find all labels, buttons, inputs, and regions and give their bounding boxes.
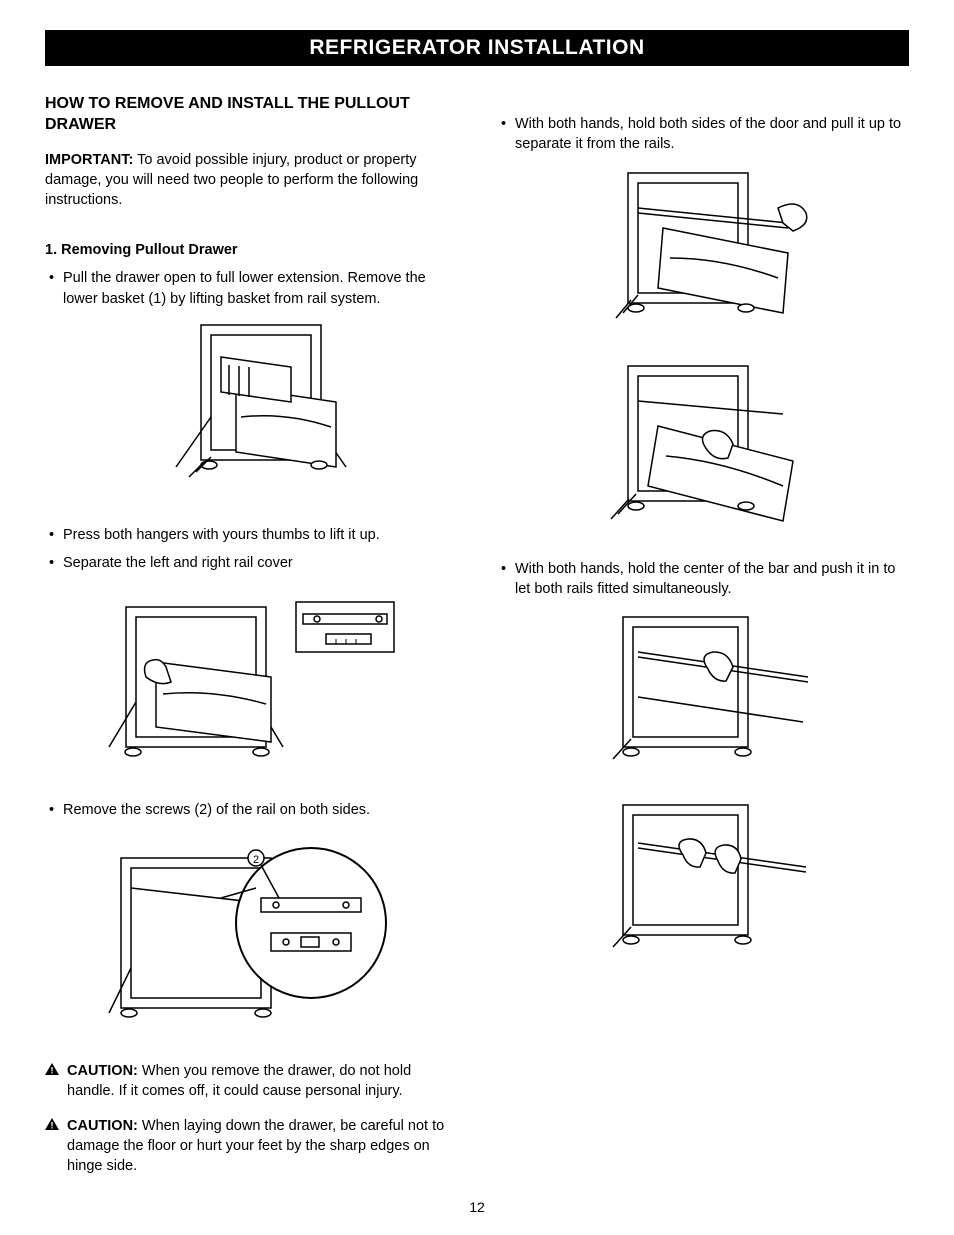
caution-item: ! CAUTION: When you remove the drawer, d… [45, 1061, 457, 1102]
figure-lift-door-2 [497, 356, 909, 541]
list-item: Press both hangers with yours thumbs to … [45, 525, 457, 545]
screws-illustration: 2 [101, 828, 401, 1038]
bullet-text: Remove the screws (2) of the rail on bot… [63, 802, 370, 818]
list-item: With both hands, hold the center of the … [497, 559, 909, 600]
important-label: IMPORTANT: [45, 152, 133, 168]
figure-drawer-open [45, 317, 457, 507]
svg-text:2: 2 [253, 854, 259, 866]
right-column: With both hands, hold both sides of the … [497, 94, 909, 1190]
page-title: REFRIGERATOR INSTALLATION [309, 36, 644, 59]
section-heading: HOW TO REMOVE AND INSTALL THE PULLOUT DR… [45, 94, 457, 136]
step1-bullets-b: Press both hangers with yours thumbs to … [45, 525, 457, 574]
list-item: Pull the drawer open to full lower exten… [45, 268, 457, 309]
step1-bullets-a: Pull the drawer open to full lower exten… [45, 268, 457, 309]
step1-bullets-c: Remove the screws (2) of the rail on bot… [45, 800, 457, 820]
list-item: Separate the left and right rail cover [45, 553, 457, 573]
figure-push-rails-2 [497, 795, 909, 965]
push-rails-illustration-1 [588, 607, 818, 772]
bullet-text: With both hands, hold the center of the … [515, 561, 895, 597]
figure-push-rails-1 [497, 607, 909, 777]
figure-screws: 2 [45, 828, 457, 1043]
caution-label: CAUTION: [67, 1118, 138, 1134]
lift-door-illustration-1 [588, 163, 818, 333]
bullet-text: With both hands, hold both sides of the … [515, 116, 901, 152]
warning-icon: ! [45, 1063, 59, 1075]
bullet-text: Pull the drawer open to full lower exten… [63, 270, 426, 306]
right-bullets-a: With both hands, hold both sides of the … [497, 114, 909, 155]
rail-cover-illustration [101, 582, 401, 777]
list-item: Remove the screws (2) of the rail on bot… [45, 800, 457, 820]
warning-icon: ! [45, 1118, 59, 1130]
step1-title: 1. Removing Pullout Drawer [45, 242, 457, 258]
caution-list: ! CAUTION: When you remove the drawer, d… [45, 1061, 457, 1176]
content-columns: HOW TO REMOVE AND INSTALL THE PULLOUT DR… [45, 94, 909, 1190]
bullet-text: Press both hangers with yours thumbs to … [63, 527, 380, 543]
bullet-text: Separate the left and right rail cover [63, 555, 293, 571]
page-title-bar: REFRIGERATOR INSTALLATION [45, 30, 909, 66]
push-rails-illustration-2 [588, 795, 818, 960]
right-bullets-b: With both hands, hold the center of the … [497, 559, 909, 600]
important-note: IMPORTANT: To avoid possible injury, pro… [45, 150, 457, 211]
page-number: 12 [0, 1199, 954, 1215]
left-column: HOW TO REMOVE AND INSTALL THE PULLOUT DR… [45, 94, 457, 1190]
lift-door-illustration-2 [588, 356, 818, 536]
drawer-open-illustration [141, 317, 361, 502]
list-item: With both hands, hold both sides of the … [497, 114, 909, 155]
caution-item: ! CAUTION: When laying down the drawer, … [45, 1116, 457, 1177]
svg-text:!: ! [51, 1120, 54, 1130]
figure-rail-cover [45, 582, 457, 782]
figure-lift-door-1 [497, 163, 909, 338]
svg-text:!: ! [51, 1065, 54, 1075]
caution-label: CAUTION: [67, 1063, 138, 1079]
